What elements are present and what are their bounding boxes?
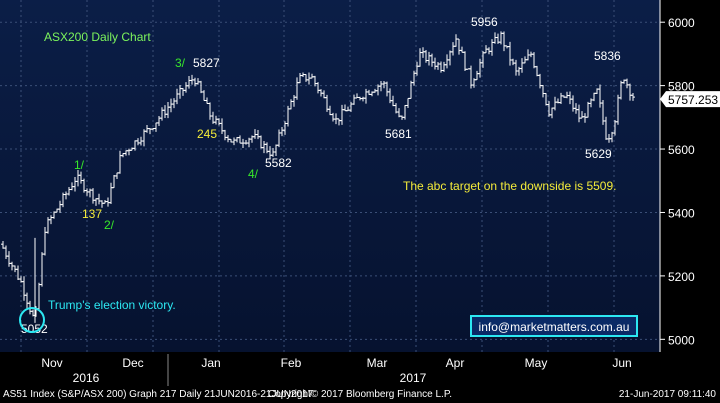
price-label-5681: 5681 (385, 127, 412, 141)
footer-timestamp: 21-Jun-2017 09:11:40 (618, 389, 716, 400)
gridlines (0, 0, 660, 352)
plot-background (0, 0, 660, 352)
price-bars (1, 31, 635, 323)
retrace-label-245: 245 (197, 127, 217, 141)
wave-label-3: 3/ (175, 56, 186, 70)
month-label: Feb (281, 356, 302, 370)
price-label-5956: 5956 (471, 15, 498, 29)
last-price-label: 5757.253 (668, 93, 718, 107)
annotations: ASX200 Daily Chart 1/2/3/4/137 245 5827 5582… (19, 15, 638, 337)
price-label-5052: 5052 (21, 322, 48, 336)
month-label: Jan (201, 356, 220, 370)
y-axis: 5000 5200 5400 5600 5800 6000 5757.253 (659, 0, 720, 352)
y-tick-label: 5000 (668, 333, 695, 347)
price-label-5629: 5629 (585, 147, 612, 161)
x-axis: Nov Dec Jan Feb Mar Apr May Jun 2016 2017 (41, 354, 632, 386)
y-tick-label: 6000 (668, 16, 695, 30)
month-label: Jun (612, 356, 631, 370)
axis-background (660, 0, 720, 386)
bloomberg-footer: AS51 Index (S&P/ASX 200) Graph 217 Daily… (0, 386, 720, 403)
wave-label-4: 4/ (248, 167, 259, 181)
election-circle (19, 307, 45, 333)
price-label-5582: 5582 (265, 156, 292, 170)
y-tick-label: 5600 (668, 143, 695, 157)
date-axis-background (0, 352, 660, 386)
month-label: May (525, 356, 548, 370)
year-label: 2016 (73, 371, 100, 385)
website-box (470, 315, 638, 337)
election-annotation: Trump's election victory. (48, 298, 176, 312)
target-annotation: The abc target on the downside is 5509. (403, 179, 616, 193)
footer-ticker-info: AS51 Index (S&P/ASX 200) Graph 217 Daily… (3, 389, 314, 400)
last-price-tag (660, 91, 720, 108)
price-label-5827: 5827 (193, 56, 220, 70)
chart-title: ASX200 Daily Chart (44, 30, 151, 44)
month-label: Nov (41, 356, 62, 370)
month-label: Apr (446, 356, 465, 370)
wave-label-2: 2/ (104, 218, 115, 232)
y-tick-label: 5200 (668, 270, 695, 284)
year-label: 2017 (400, 371, 427, 385)
month-label: Dec (122, 356, 143, 370)
y-tick-label: 5400 (668, 206, 695, 220)
retrace-label-137: 137 (82, 207, 102, 221)
wave-label-1: 1/ (74, 158, 85, 172)
footer-copyright: Copyright© 2017 Bloomberg Finance L.P. (268, 389, 452, 400)
website-label: info@marketmatters.com.au (479, 320, 630, 334)
y-tick-label: 5800 (668, 80, 695, 94)
price-label-5836: 5836 (594, 49, 621, 63)
month-label: Mar (367, 356, 388, 370)
